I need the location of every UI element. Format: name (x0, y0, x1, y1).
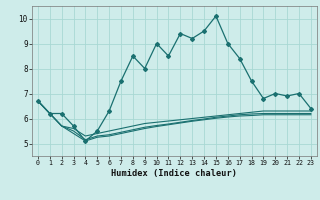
X-axis label: Humidex (Indice chaleur): Humidex (Indice chaleur) (111, 169, 237, 178)
